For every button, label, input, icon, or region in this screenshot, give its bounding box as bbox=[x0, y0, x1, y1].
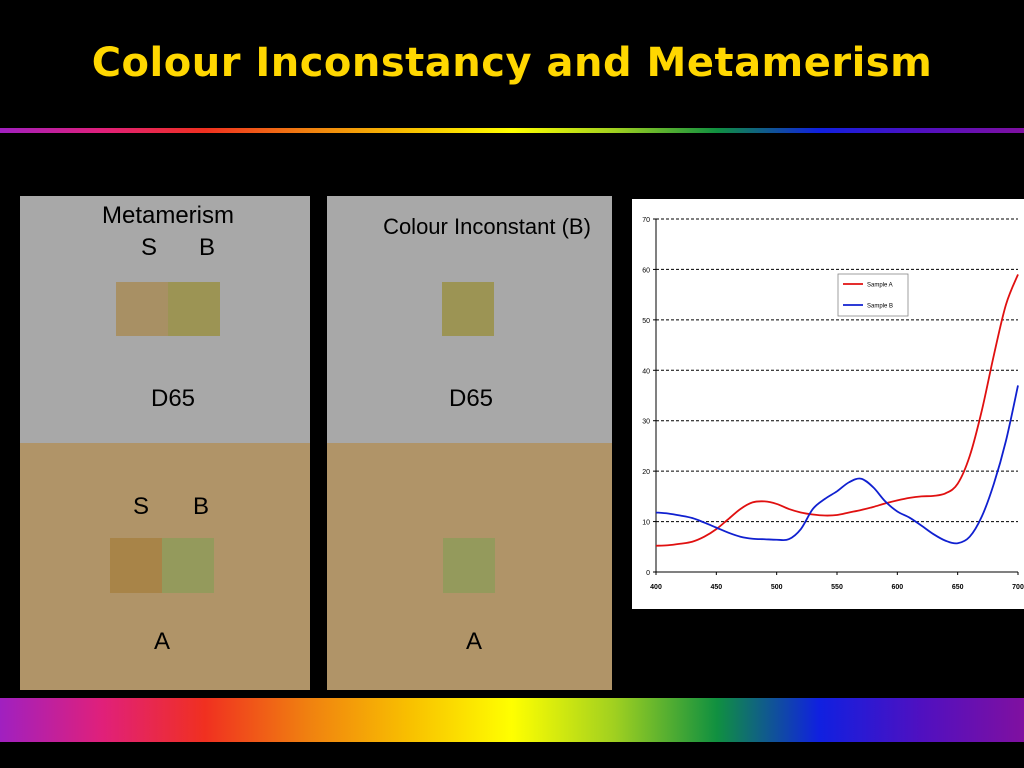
legend-label: Sample B bbox=[867, 304, 893, 310]
x-tick-label: 500 bbox=[771, 584, 783, 591]
legend-box bbox=[837, 273, 909, 317]
label-b: B bbox=[192, 493, 209, 520]
batch-swatch bbox=[442, 282, 494, 336]
slide-title: Colour Inconstancy and Metamerism bbox=[91, 40, 933, 86]
x-tick-label: 550 bbox=[831, 584, 843, 591]
y-tick-label: 30 bbox=[642, 419, 650, 426]
metamerism-panel: Metamerism S B D65 S B A bbox=[20, 196, 310, 690]
reflectance-chart: 0 10 20 30 40 50 60 70 400 450 500 550 600 650 700 Samp… bbox=[632, 199, 1024, 609]
label-b: B bbox=[198, 234, 215, 261]
legend-label: Sample A bbox=[867, 283, 893, 289]
standard-swatch bbox=[110, 538, 162, 593]
d65-section: Metamerism S B D65 bbox=[20, 196, 310, 443]
label-s: S bbox=[132, 493, 149, 520]
batch-swatch bbox=[162, 538, 214, 593]
y-tick-label: 70 bbox=[642, 217, 650, 224]
batch-swatch bbox=[168, 282, 220, 336]
y-tick-label: 20 bbox=[642, 469, 650, 476]
illuminant-label: D65 bbox=[150, 385, 196, 412]
illuminant-label: A bbox=[465, 628, 482, 655]
spectrum-rule bbox=[0, 128, 1024, 133]
y-tick-label: 40 bbox=[642, 368, 650, 375]
a-section: S B A bbox=[20, 443, 310, 690]
colour-inconstant-panel: Colour Inconstant (B) D65 A bbox=[327, 196, 612, 690]
x-tick-label: 700 bbox=[1012, 584, 1024, 591]
y-tick-label: 60 bbox=[642, 267, 650, 274]
a-section: A bbox=[327, 443, 612, 690]
d65-section: Colour Inconstant (B) D65 bbox=[327, 196, 612, 443]
panel-heading: Colour Inconstant (B) bbox=[383, 214, 591, 239]
panel-heading: Metamerism bbox=[101, 202, 234, 229]
spectrum-band bbox=[0, 698, 1024, 742]
batch-swatch bbox=[443, 538, 495, 593]
x-tick-label: 400 bbox=[650, 584, 662, 591]
x-tick-label: 650 bbox=[952, 584, 964, 591]
y-tick-label: 0 bbox=[646, 570, 650, 577]
series-line-sample-b bbox=[655, 385, 1019, 545]
y-tick-label: 50 bbox=[642, 318, 650, 325]
y-tick-label: 10 bbox=[642, 520, 650, 527]
reflectance-chart-svg: 0 10 20 30 40 50 60 70 400 450 500 550 600 650 700 Samp… bbox=[642, 217, 1024, 591]
illuminant-label: D65 bbox=[448, 385, 494, 412]
standard-swatch bbox=[116, 282, 168, 336]
illuminant-label: A bbox=[153, 628, 170, 655]
label-s: S bbox=[140, 234, 157, 261]
series-line-sample-a bbox=[655, 274, 1019, 547]
x-tick-label: 450 bbox=[710, 584, 722, 591]
x-tick-label: 600 bbox=[891, 584, 903, 591]
